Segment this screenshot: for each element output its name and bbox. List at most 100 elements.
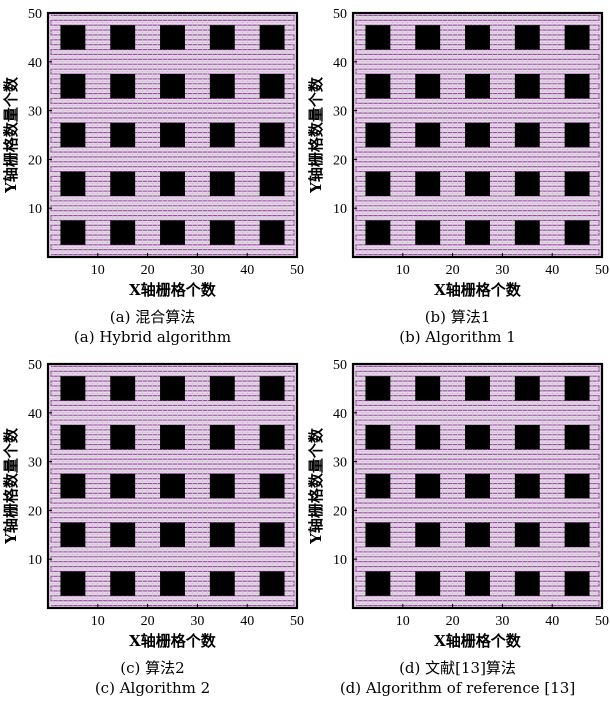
obstacle — [465, 171, 490, 196]
x-tick-label: 50 — [290, 263, 304, 278]
obstacle — [160, 220, 185, 245]
obstacle — [564, 522, 590, 547]
obstacle — [259, 122, 285, 148]
obstacle — [60, 122, 86, 148]
x-tick-label: 40 — [240, 263, 254, 278]
x-axis-label: X轴栅格个数 — [129, 281, 217, 299]
obstacle — [564, 220, 590, 245]
x-tick-label: 10 — [91, 614, 105, 629]
y-tick-label: 10 — [28, 202, 42, 217]
obstacle — [60, 74, 86, 99]
obstacle — [209, 425, 235, 450]
caption-en-b: (b) Algorithm 1 — [399, 328, 516, 346]
plot-frame — [46, 362, 299, 610]
obstacle — [160, 571, 185, 596]
obstacle — [60, 376, 86, 401]
obstacle — [160, 425, 185, 450]
y-tick-label: 50 — [28, 358, 42, 373]
obstacle — [465, 473, 490, 499]
y-axis-label: Y轴栅格数量个数 — [307, 76, 325, 194]
obstacle — [564, 376, 590, 401]
y-axis-label: Y轴栅格数量个数 — [2, 427, 20, 545]
obstacle — [415, 376, 441, 401]
obstacle — [60, 220, 86, 245]
obstacle — [160, 74, 185, 99]
obstacle — [110, 171, 136, 196]
plot-frame — [351, 11, 604, 259]
obstacle — [514, 25, 540, 50]
panel-c: 10 20 30 40 50 10 20 30 40 50 X轴栅格个数 Y轴栅格数量个数 (c) 算… — [0, 351, 305, 702]
obstacle — [564, 74, 590, 99]
obstacle — [465, 122, 490, 148]
obstacle — [209, 522, 235, 547]
obstacle — [564, 425, 590, 450]
obstacle — [160, 522, 185, 547]
y-tick-label: 50 — [28, 7, 42, 22]
obstacle — [259, 376, 285, 401]
obstacle — [259, 220, 285, 245]
obstacle — [160, 473, 185, 499]
obstacle — [514, 171, 540, 196]
x-tick-label: 30 — [190, 614, 204, 629]
obstacle — [415, 571, 441, 596]
y-tick-label: 50 — [333, 358, 347, 373]
obstacle — [209, 473, 235, 499]
obstacle — [564, 25, 590, 50]
y-tick-label: 20 — [333, 504, 347, 519]
plot-frame — [351, 362, 604, 610]
obstacle — [160, 376, 185, 401]
plot-frame — [46, 11, 299, 259]
obstacle — [60, 473, 86, 499]
obstacle — [415, 522, 441, 547]
x-tick-label: 50 — [595, 263, 609, 278]
obstacle — [465, 25, 490, 50]
obstacle — [110, 473, 136, 499]
panel-b: 10 20 30 40 50 10 20 30 40 50 X轴栅格个数 Y轴栅格数量个数 (b) 算… — [305, 0, 610, 351]
chart-a: 10 20 30 40 50 10 20 30 40 50 X轴栅格个数 Y轴栅格数量个数 — [2, 7, 304, 299]
obstacle — [365, 122, 391, 148]
x-axis-label: X轴栅格个数 — [129, 632, 217, 650]
y-tick-label: 30 — [28, 105, 42, 120]
y-tick-label: 30 — [333, 456, 347, 471]
obstacle — [60, 425, 86, 450]
obstacle — [110, 220, 136, 245]
obstacle — [110, 74, 136, 99]
obstacle — [415, 74, 441, 99]
obstacle — [365, 25, 391, 50]
obstacle — [564, 571, 590, 596]
obstacle — [259, 473, 285, 499]
x-tick-label: 30 — [495, 614, 509, 629]
chart-d: 10 20 30 40 50 10 20 30 40 50 X轴栅格个数 Y轴栅格数量个数 — [307, 358, 609, 650]
obstacle — [110, 25, 136, 50]
x-tick-label: 30 — [190, 263, 204, 278]
obstacle — [209, 220, 235, 245]
obstacle — [259, 74, 285, 99]
chart-b: 10 20 30 40 50 10 20 30 40 50 X轴栅格个数 Y轴栅格数量个数 — [307, 7, 609, 299]
panel-d: 10 20 30 40 50 10 20 30 40 50 X轴栅格个数 Y轴栅格数量个数 (d) 文… — [305, 351, 610, 702]
y-tick-label: 10 — [333, 553, 347, 568]
obstacle — [465, 571, 490, 596]
obstacle — [564, 473, 590, 499]
y-tick-label: 20 — [28, 153, 42, 168]
obstacle — [514, 122, 540, 148]
x-tick-label: 20 — [446, 263, 460, 278]
y-tick-label: 40 — [28, 56, 42, 71]
y-tick-label: 20 — [28, 504, 42, 519]
obstacle — [259, 425, 285, 450]
obstacle — [465, 74, 490, 99]
caption-en-c: (c) Algorithm 2 — [94, 679, 211, 697]
caption-en-d: (d) Algorithm of reference [13] — [339, 679, 576, 697]
x-tick-label: 40 — [545, 263, 559, 278]
y-tick-label: 30 — [28, 456, 42, 471]
obstacle — [259, 522, 285, 547]
obstacle — [259, 25, 285, 50]
chart-c: 10 20 30 40 50 10 20 30 40 50 X轴栅格个数 Y轴栅格数量个数 — [2, 358, 304, 650]
y-tick-label: 30 — [333, 105, 347, 120]
obstacle — [160, 25, 185, 50]
obstacle — [415, 171, 441, 196]
obstacle — [415, 220, 441, 245]
obstacle — [365, 571, 391, 596]
obstacle — [514, 473, 540, 499]
obstacle — [514, 522, 540, 547]
x-tick-label: 10 — [396, 614, 410, 629]
